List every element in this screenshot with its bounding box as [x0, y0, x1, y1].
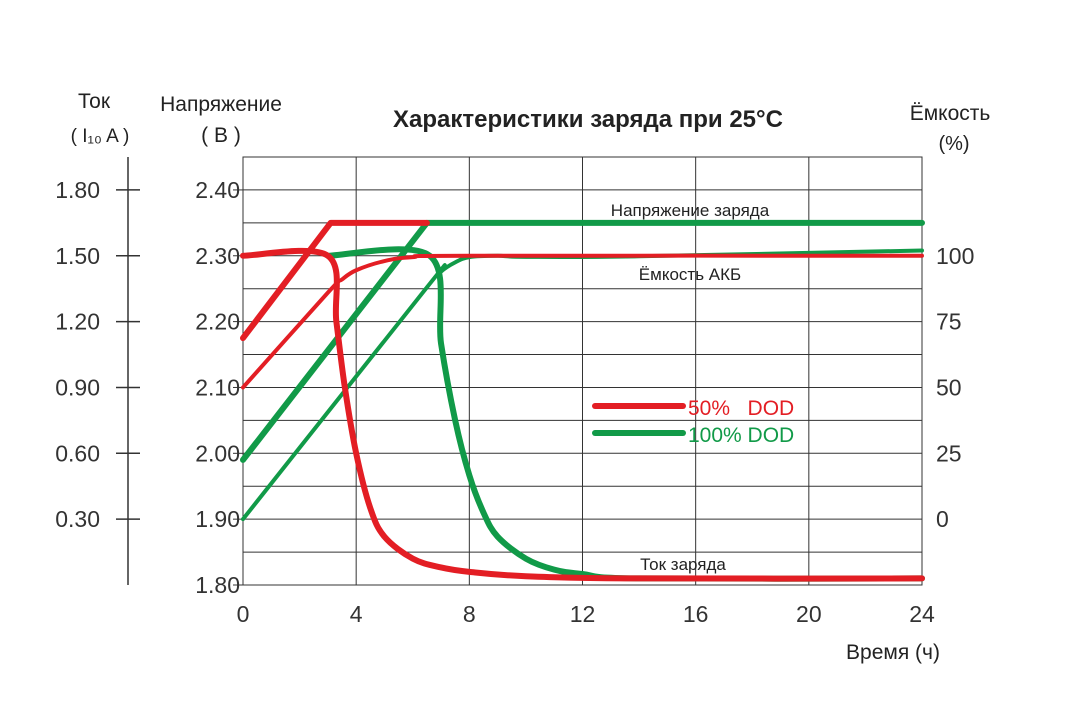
x-axis-label: Время (ч)	[846, 641, 940, 664]
current-tick-label: 1.20	[55, 309, 100, 335]
series-50-dod-voltage	[240, 219, 430, 342]
capacity-tick-label: 25	[936, 440, 962, 466]
tick-labels: 1.80 1.50 1.20 0.90 0.60 0.30 2.40 2.30 2.20 2.10…	[55, 177, 974, 627]
capacity-axis-unit: (%)	[938, 133, 969, 155]
voltage-tick-label: 2.10	[195, 374, 240, 400]
voltage-axis-label: Напряжение	[160, 93, 282, 116]
voltage-tick-label: 2.20	[195, 309, 240, 335]
voltage-tick-label: 2.40	[195, 177, 240, 203]
x-tick-label: 16	[683, 601, 709, 627]
x-tick-label: 12	[570, 601, 596, 627]
voltage-axis-unit: ( В )	[201, 124, 241, 147]
x-tick-label: 8	[463, 601, 476, 627]
annotation-charge-voltage: Напряжение заряда	[611, 201, 770, 220]
capacity-tick-label: 50	[936, 374, 962, 400]
capacity-tick-label: 75	[936, 309, 962, 335]
voltage-tick-label: 2.00	[195, 440, 240, 466]
capacity-tick-label: 100	[936, 243, 974, 269]
current-tick-label: 0.30	[55, 506, 100, 532]
series-50-dod-current	[240, 247, 925, 582]
voltage-tick-label: 1.80	[195, 572, 240, 598]
series	[240, 219, 925, 582]
capacity-axis-label: Ёмкость	[910, 102, 991, 125]
chart-title: Характеристики заряда при 25°C	[393, 106, 783, 133]
x-tick-label: 0	[237, 601, 250, 627]
current-axis-unit: ( I₁₀ A )	[71, 126, 130, 147]
legend-label-100: 100% DOD	[688, 424, 794, 447]
capacity-tick-label: 0	[936, 506, 949, 532]
annotation-capacity: Ёмкость АКБ	[639, 265, 741, 284]
x-tick-label: 4	[350, 601, 363, 627]
series-50-dod-capacity	[241, 253, 924, 390]
current-tick-label: 0.60	[55, 440, 100, 466]
x-tick-label: 20	[796, 601, 822, 627]
annotation-charge-current: Ток заряда	[640, 555, 726, 574]
current-axis-label: Ток	[78, 90, 111, 113]
current-tick-label: 0.90	[55, 374, 100, 400]
x-tick-label: 24	[909, 601, 935, 627]
current-tick-label: 1.50	[55, 243, 100, 269]
legend-label-50: 50% DOD	[688, 397, 794, 420]
voltage-tick-label: 1.90	[195, 506, 240, 532]
legend: 50% DOD 100% DOD	[592, 397, 794, 447]
current-tick-label: 1.80	[55, 177, 100, 203]
voltage-tick-label: 2.30	[195, 243, 240, 269]
